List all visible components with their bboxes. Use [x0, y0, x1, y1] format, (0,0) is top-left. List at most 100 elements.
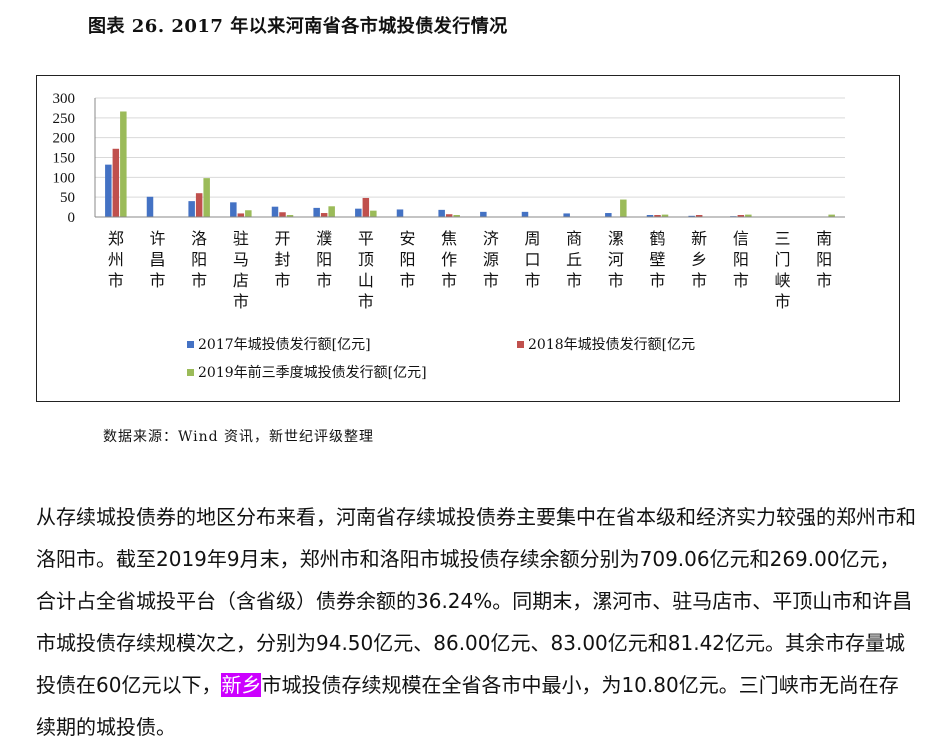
bar [245, 210, 252, 217]
x-tick-label-char: 市 [149, 271, 165, 290]
x-tick-label-char: 州 [108, 250, 124, 269]
bar [203, 178, 210, 217]
x-tick-label-char: 源 [483, 250, 499, 269]
bar [313, 208, 320, 217]
x-tick-label-char: 作 [441, 250, 457, 269]
legend-item: 2017年城投债发行额[亿元] [187, 334, 371, 354]
x-tick-label-char: 门 [774, 250, 790, 269]
x-tick-label-char: 开 [274, 229, 290, 248]
x-tick-label-char: 郑 [108, 229, 124, 248]
x-tick-label-char: 南 [816, 229, 832, 248]
y-tick-label: 100 [53, 170, 76, 186]
bar [397, 209, 404, 217]
bar [120, 111, 127, 217]
x-tick-label-char: 濮 [316, 229, 332, 248]
legend-item: 2018年城投债发行额[亿元 [517, 334, 695, 354]
x-tick-label-char: 周 [524, 229, 540, 248]
x-tick-label-char: 昌 [149, 250, 165, 269]
highlighted-text: 新乡 [221, 673, 261, 697]
x-tick-label-char: 市 [358, 292, 374, 311]
bar [230, 202, 237, 217]
x-tick-label-char: 马 [233, 250, 249, 269]
x-tick-label-char: 阳 [316, 250, 332, 269]
legend-swatch [187, 369, 194, 376]
x-tick-label-char: 顶 [358, 250, 374, 269]
y-tick-label: 250 [53, 111, 76, 127]
chart-legend: 2017年城投债发行额[亿元] 2018年城投债发行额[亿元 2019年前三季度城投… [187, 334, 867, 394]
x-tick-label-char: 市 [649, 271, 665, 290]
x-tick-label-char: 店 [233, 271, 249, 290]
bar [196, 193, 203, 217]
x-tick-label-char: 河 [608, 250, 624, 269]
x-tick-label-char: 平 [358, 229, 374, 248]
chart-container: 0 50 100 150 200 250 300 郑州市许昌市洛阳市驻马店市开封市濮阳市平顶山… [36, 75, 900, 402]
legend-swatch [187, 341, 194, 348]
x-tick-label-char: 市 [191, 271, 207, 290]
x-tick-label-char: 洛 [191, 229, 207, 248]
x-tick-label-char: 焦 [441, 229, 457, 248]
bar [188, 201, 195, 217]
y-tick-label: 200 [53, 131, 76, 147]
x-tick-label-char: 三 [774, 229, 790, 248]
x-tick-label-char: 丘 [566, 250, 582, 269]
bar [147, 197, 154, 217]
x-tick-label-char: 市 [566, 271, 582, 290]
bar [105, 165, 112, 217]
x-tick-label-char: 市 [733, 271, 749, 290]
x-tick-label-char: 市 [816, 271, 832, 290]
paragraph-text-before: 从存续城投债券的地区分布来看，河南省存续城投债券主要集中在省本级和经济实力较强的… [36, 505, 916, 697]
x-tick-label-char: 封 [274, 250, 290, 269]
y-tick-label: 50 [60, 190, 75, 206]
x-tick-label-char: 鹤 [649, 229, 665, 248]
x-tick-label-char: 新 [691, 229, 707, 248]
x-tick-label-char: 阳 [816, 250, 832, 269]
bar [272, 207, 279, 217]
y-tick-label: 0 [68, 210, 76, 226]
bar [370, 211, 377, 217]
bar [480, 212, 487, 217]
x-tick-label-char: 济 [483, 229, 499, 248]
x-tick-label-char: 商 [566, 229, 582, 248]
x-tick-label-char: 市 [441, 271, 457, 290]
figure-title: 图表 26. 2017 年以来河南省各市城投债发行情况 [88, 12, 508, 38]
x-tick-label-char: 市 [274, 271, 290, 290]
bar [522, 212, 529, 217]
x-tick-label-char: 乡 [691, 250, 707, 269]
x-tick-label-char: 许 [149, 229, 165, 248]
x-tick-label-char: 市 [524, 271, 540, 290]
bar [238, 213, 245, 217]
x-tick-label-char: 信 [733, 229, 749, 248]
bar [328, 206, 335, 217]
legend-item: 2019年前三季度城投债发行额[亿元] [187, 362, 427, 382]
bar [113, 149, 120, 217]
x-tick-label-char: 口 [524, 250, 540, 269]
x-tick-label-char: 壁 [649, 250, 665, 269]
x-tick-label-char: 阳 [399, 250, 415, 269]
legend-label: 2017年城投债发行额[亿元] [198, 334, 371, 354]
bar [620, 200, 627, 217]
x-tick-label-char: 驻 [233, 229, 249, 248]
legend-swatch [517, 341, 524, 348]
y-tick-label: 150 [53, 151, 76, 167]
bar [321, 213, 328, 217]
x-tick-label-char: 市 [316, 271, 332, 290]
bar [363, 198, 370, 217]
data-source-note: 数据来源：Wind 资讯，新世纪评级整理 [103, 426, 374, 446]
x-tick-label-char: 市 [483, 271, 499, 290]
x-tick-label-char: 市 [608, 271, 624, 290]
bar [605, 213, 612, 217]
legend-label: 2019年前三季度城投债发行额[亿元] [198, 362, 427, 382]
body-paragraph: 从存续城投债券的地区分布来看，河南省存续城投债券主要集中在省本级和经济实力较强的… [36, 496, 916, 748]
x-tick-label-char: 漯 [608, 229, 624, 248]
x-tick-label-char: 安 [399, 229, 415, 248]
legend-label: 2018年城投债发行额[亿元 [528, 334, 695, 354]
y-tick-label: 300 [53, 91, 76, 107]
bar [438, 210, 445, 217]
bar [563, 213, 570, 217]
x-tick-label-char: 市 [233, 292, 249, 311]
x-tick-label-char: 市 [691, 271, 707, 290]
x-tick-label-char: 峡 [774, 271, 790, 290]
x-tick-label-char: 市 [108, 271, 124, 290]
bar [355, 209, 362, 217]
x-tick-label-char: 市 [399, 271, 415, 290]
